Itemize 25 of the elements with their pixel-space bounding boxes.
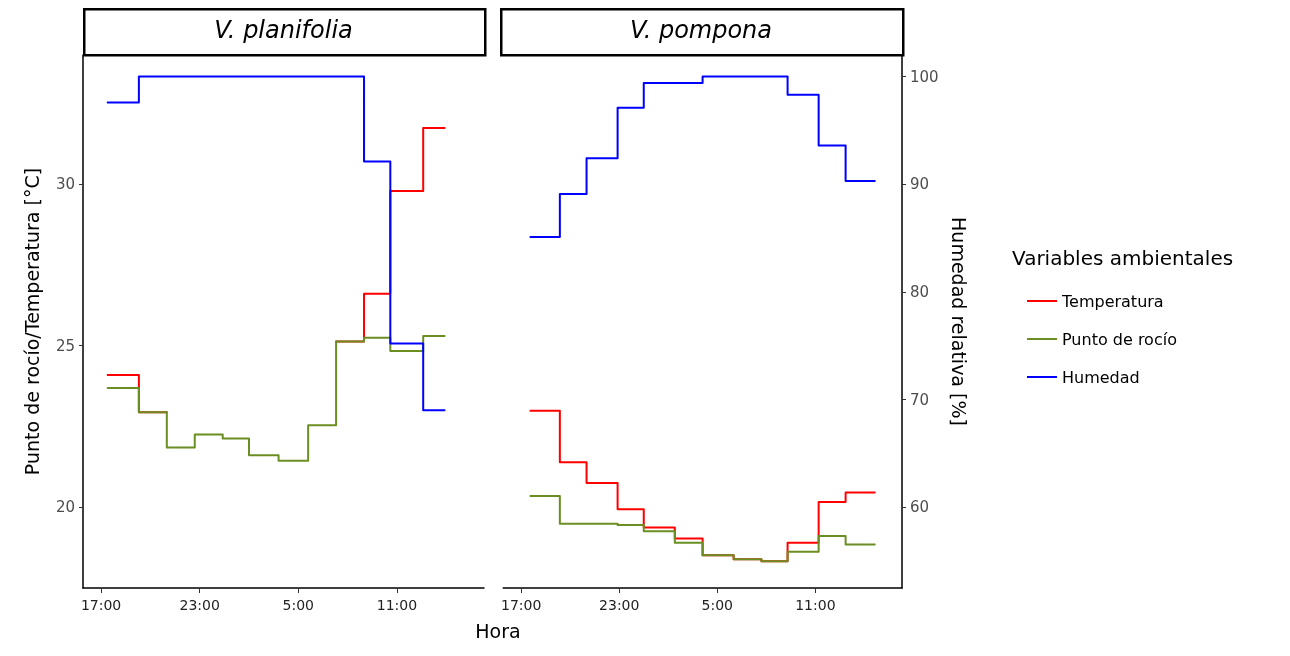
- y-tick-label: 20: [55, 498, 75, 517]
- y-tick-label: 25: [55, 336, 75, 355]
- y2-tick-label: 60: [910, 498, 930, 517]
- y2-tick-label: 80: [910, 282, 930, 301]
- y2-axis-title: Humedad relativa [%]: [948, 217, 971, 426]
- x-tick-label: 5:00: [282, 597, 315, 613]
- legend-label: Humedad: [1062, 367, 1140, 387]
- y2-tick-label: 100: [910, 67, 939, 86]
- x-tick-label: 17:00: [80, 597, 122, 613]
- legend-title: Variables ambientales: [1012, 246, 1234, 270]
- x-tick-label: 23:00: [179, 597, 220, 613]
- legend-label: Temperatura: [1061, 291, 1164, 311]
- y-tick-label: 30: [55, 175, 75, 194]
- x-tick-label: 17:00: [500, 597, 542, 613]
- x-tick-label: 5:00: [701, 597, 734, 613]
- x-axis-title: Hora: [474, 620, 522, 642]
- x-tick-label: 23:00: [599, 597, 640, 613]
- chart-title: V. pompona: [629, 16, 773, 44]
- y2-tick-label: 90: [910, 175, 930, 194]
- x-tick-label: 11:00: [795, 597, 836, 613]
- y2-tick-label: 70: [910, 390, 930, 409]
- y-axis-title: Punto de rocío/Temperatura [°C]: [20, 167, 43, 476]
- x-tick-label: 11:00: [376, 597, 418, 613]
- legend-label: Punto de rocío: [1062, 329, 1177, 349]
- chart-title: V. planifolia: [214, 16, 353, 44]
